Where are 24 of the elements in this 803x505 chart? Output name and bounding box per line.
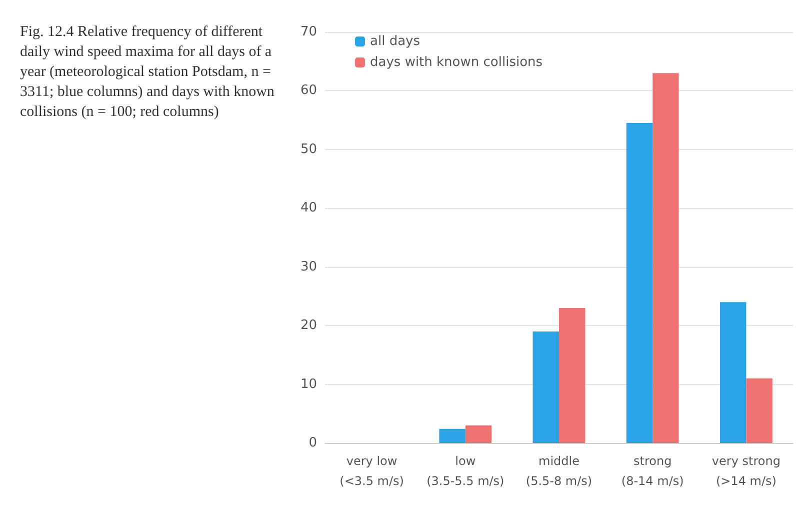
- bar: [652, 73, 679, 443]
- bar: [559, 308, 586, 443]
- y-tick-label: 40: [300, 200, 317, 216]
- bar: [532, 331, 559, 443]
- legend-label: days with known collisions: [370, 55, 543, 70]
- bar: [439, 428, 466, 443]
- legend-label: all days: [370, 34, 420, 49]
- y-tick-label: 0: [308, 436, 317, 450]
- x-tick-label: strong (8-14 m/s): [621, 454, 684, 488]
- text: Fig. 12.4 Relative frequency of different daily wind speed maxima for all days of a year (meteorological station Potsdam, n = 3311; blue columns) and days with known collisions (n = 100; red columns): [20, 23, 275, 122]
- y-tick-label: 10: [300, 376, 317, 392]
- y-tick-label: 30: [300, 259, 317, 274]
- bar: [465, 425, 492, 443]
- x-tick-label: very low (<3.5 m/s): [340, 454, 404, 488]
- x-tick-label: very strong (>14 m/s): [712, 454, 780, 488]
- bar: [720, 302, 746, 443]
- y-tick-label: 60: [300, 83, 317, 98]
- x-tick-label: low (3.5-5.5 m/s): [426, 454, 504, 488]
- x-tick-label: middle (5.5-8 m/s): [526, 454, 592, 488]
- y-tick-label: 70: [300, 24, 317, 40]
- y-tick-label: 20: [300, 318, 317, 334]
- y-tick-label: 50: [300, 142, 317, 157]
- bar: [626, 123, 653, 443]
- bar: [746, 378, 772, 443]
